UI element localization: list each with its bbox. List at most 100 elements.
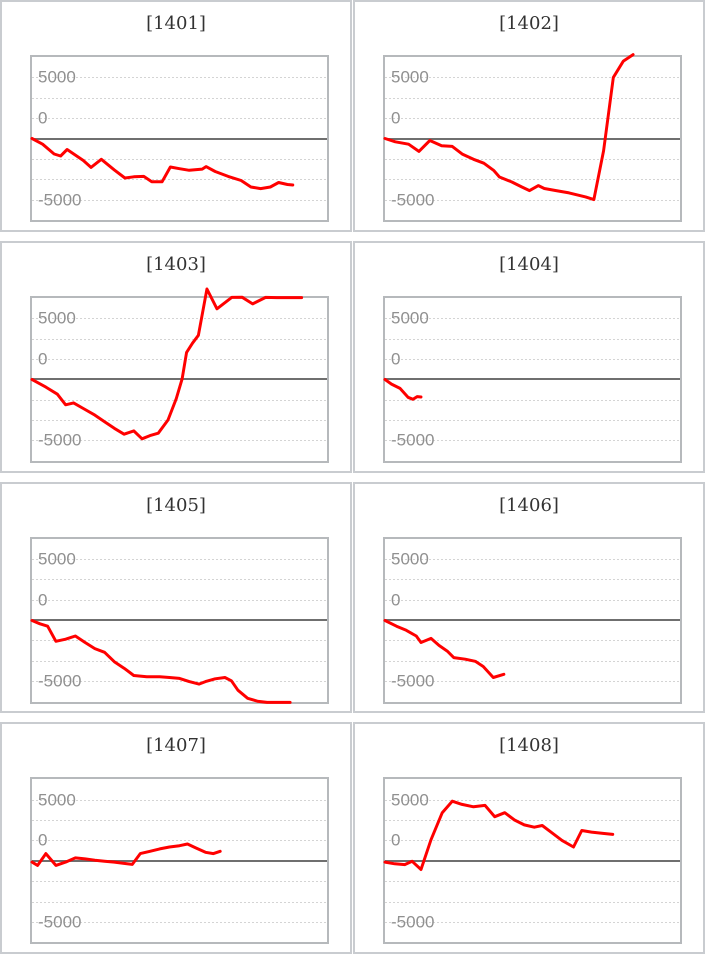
gridline xyxy=(385,440,680,442)
gridline xyxy=(32,77,327,79)
zero-axis-line xyxy=(32,137,327,140)
gridline xyxy=(385,338,680,340)
gridline xyxy=(385,640,680,642)
gridline xyxy=(32,179,327,181)
gridline xyxy=(32,799,327,801)
y-tick-label-0: 0 xyxy=(38,349,48,369)
slump-line xyxy=(383,377,423,401)
gridline xyxy=(385,921,680,923)
chart-tile-1402: [1402] 5000 0 -5000 xyxy=(353,0,705,232)
gridline xyxy=(32,558,327,560)
y-tick-label-neg5000: -5000 xyxy=(391,190,435,210)
gridline xyxy=(32,118,327,120)
gridline xyxy=(32,338,327,340)
gridline xyxy=(32,158,327,160)
gridline xyxy=(385,558,680,560)
gridline xyxy=(385,599,680,601)
gridline xyxy=(32,881,327,883)
y-tick-label-5000: 5000 xyxy=(391,67,429,87)
slump-line xyxy=(383,53,635,202)
y-tick-label-5000: 5000 xyxy=(391,790,429,810)
gridline xyxy=(385,660,680,662)
gridline xyxy=(385,199,680,201)
chart-tile-1406: [1406] 5000 0 -5000 xyxy=(353,481,705,714)
slump-line xyxy=(30,137,295,191)
zero-axis-line xyxy=(385,378,680,381)
y-tick-label-neg5000: -5000 xyxy=(391,430,435,450)
gridline xyxy=(385,118,680,120)
y-tick-label-0: 0 xyxy=(391,830,401,850)
gridline xyxy=(32,660,327,662)
gridline xyxy=(32,440,327,442)
slump-line-svg xyxy=(383,53,635,202)
slump-line-svg xyxy=(30,842,222,868)
slump-line-svg xyxy=(383,618,506,679)
slump-line-svg xyxy=(383,799,615,872)
gridline xyxy=(385,77,680,79)
gridline xyxy=(32,420,327,421)
y-tick-label-0: 0 xyxy=(38,590,48,610)
y-tick-label-neg5000: -5000 xyxy=(38,912,82,932)
gridline xyxy=(32,921,327,923)
zero-axis-line xyxy=(385,137,680,140)
gridline xyxy=(32,358,327,360)
y-tick-label-5000: 5000 xyxy=(38,549,76,569)
gridline xyxy=(32,318,327,320)
y-tick-label-0: 0 xyxy=(391,349,401,369)
chart-title: [1402] xyxy=(499,13,559,34)
chart-title: [1405] xyxy=(146,494,206,516)
plot-area: 5000 0 -5000 xyxy=(30,55,329,222)
chart-tile-1408: [1408] 5000 0 -5000 xyxy=(353,722,705,954)
gridline xyxy=(32,97,327,99)
zero-axis-line xyxy=(32,378,327,381)
gridline xyxy=(32,840,327,842)
y-tick-label-5000: 5000 xyxy=(391,549,429,569)
y-tick-label-0: 0 xyxy=(38,830,48,850)
chart-tile-1405: [1405] 5000 0 -5000 xyxy=(0,481,352,714)
chart-title: [1404] xyxy=(499,253,559,275)
y-tick-label-5000: 5000 xyxy=(38,67,76,87)
slump-line xyxy=(30,618,292,704)
plot-area: 5000 0 -5000 xyxy=(383,536,682,704)
gridline xyxy=(385,97,680,99)
slump-line xyxy=(383,618,506,679)
gridline xyxy=(385,399,680,401)
gridline xyxy=(32,681,327,683)
y-tick-label-5000: 5000 xyxy=(38,308,76,328)
y-tick-label-5000: 5000 xyxy=(38,790,76,810)
gridline xyxy=(32,599,327,601)
slump-line-svg xyxy=(383,377,423,401)
gridline xyxy=(32,640,327,642)
gridline xyxy=(385,318,680,320)
chart-title: [1401] xyxy=(146,13,206,34)
gridline xyxy=(385,820,680,821)
chart-tile-1403: [1403] 5000 0 -5000 xyxy=(0,240,352,473)
gridline xyxy=(385,840,680,842)
y-tick-label-neg5000: -5000 xyxy=(38,430,82,450)
plot-area: 5000 0 -5000 xyxy=(30,777,329,945)
y-tick-label-neg5000: -5000 xyxy=(38,190,82,210)
gridline xyxy=(385,358,680,360)
y-tick-label-0: 0 xyxy=(391,108,401,128)
gridline xyxy=(32,579,327,581)
slump-line-svg xyxy=(30,618,292,704)
gridline xyxy=(385,681,680,683)
gridline xyxy=(385,420,680,421)
zero-axis-line xyxy=(32,619,327,621)
zero-axis-line xyxy=(385,619,680,621)
slump-line-svg xyxy=(30,287,304,441)
y-tick-label-neg5000: -5000 xyxy=(38,671,82,691)
gridline xyxy=(32,199,327,201)
chart-tile-1401: [1401] 5000 0 -5000 xyxy=(0,0,352,232)
y-tick-label-neg5000: -5000 xyxy=(391,671,435,691)
zero-axis-line xyxy=(32,859,327,862)
chart-tile-1407: [1407] 5000 0 -5000 xyxy=(0,722,352,954)
y-tick-label-neg5000: -5000 xyxy=(391,912,435,932)
chart-title: [1403] xyxy=(146,253,206,275)
gridline xyxy=(32,901,327,903)
slump-line-svg xyxy=(30,137,295,191)
y-tick-label-0: 0 xyxy=(38,108,48,128)
plot-area: 5000 0 -5000 xyxy=(383,53,682,222)
plot-area: 5000 0 -5000 xyxy=(30,287,329,463)
